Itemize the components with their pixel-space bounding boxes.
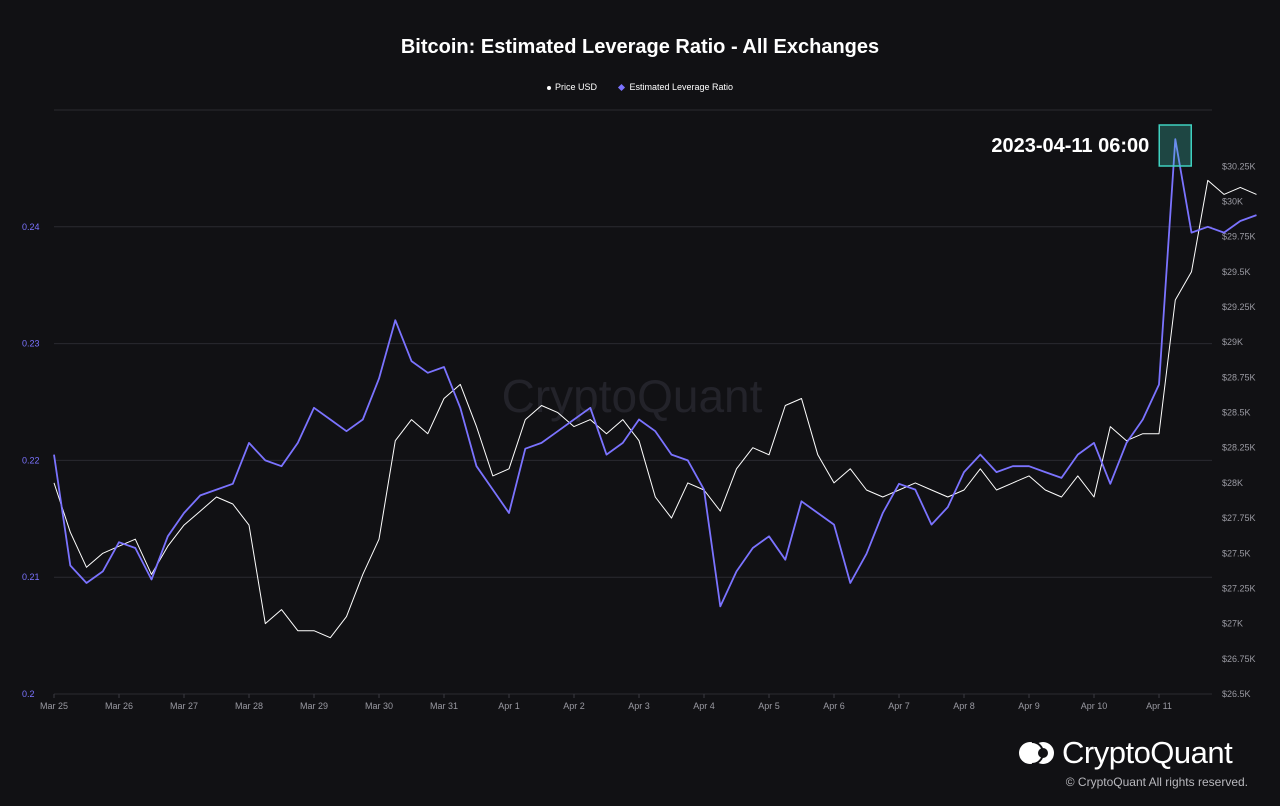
- x-tick-label: Apr 5: [758, 701, 780, 711]
- right-tick-label: $29.5K: [1222, 267, 1251, 277]
- leverage-ratio-line: [53, 138, 1257, 608]
- right-tick-label: $27.25K: [1222, 583, 1256, 593]
- legend[interactable]: Price USD Estimated Leverage Ratio: [0, 82, 1280, 92]
- x-tick-label: Mar 26: [105, 701, 133, 711]
- x-tick-label: Apr 1: [498, 701, 520, 711]
- legend-item-price[interactable]: Price USD: [546, 82, 597, 92]
- right-tick-label: $30.25K: [1222, 161, 1256, 171]
- legend-label-price: Price USD: [554, 82, 597, 92]
- brand-name: CryptoQuant: [1062, 735, 1233, 770]
- copyright-text: © CryptoQuant All rights reserved.: [1065, 775, 1248, 789]
- right-tick-label: $28.5K: [1222, 408, 1251, 418]
- chart-title: Bitcoin: Estimated Leverage Ratio - All …: [400, 36, 880, 58]
- left-tick-label: 0.24: [22, 222, 40, 232]
- x-tick-label: Apr 4: [693, 701, 715, 711]
- x-tick-label: Apr 11: [1146, 701, 1172, 711]
- x-tick-label: Apr 6: [823, 701, 845, 711]
- x-tick-label: Mar 30: [365, 701, 393, 711]
- right-tick-label: $27.75K: [1222, 513, 1256, 523]
- x-tick-label: Apr 10: [1081, 701, 1108, 711]
- x-tick-label: Apr 3: [628, 701, 650, 711]
- legend-dot-icon: [546, 85, 551, 90]
- x-tick-label: Mar 31: [430, 701, 458, 711]
- series-layer[interactable]: [53, 138, 1257, 639]
- annotation: 2023-04-11 06:00: [991, 124, 1192, 167]
- right-tick-label: $28.75K: [1222, 372, 1256, 382]
- left-axis: 0.2 0.21 0.22 0.23 0.24: [22, 222, 40, 699]
- right-tick-label: $29.25K: [1222, 302, 1256, 312]
- right-tick-label: $30K: [1222, 196, 1243, 206]
- x-tick-label: Mar 28: [235, 701, 263, 711]
- right-tick-label: $27.5K: [1222, 548, 1251, 558]
- right-tick-label: $27K: [1222, 619, 1243, 629]
- x-tick-label: Mar 25: [40, 701, 68, 711]
- cryptoquant-logo-icon: [1019, 741, 1054, 765]
- x-tick-label: Apr 7: [888, 701, 910, 711]
- right-axis: $26.5K $26.75K $27K $27.25K $27.5K $27.75K $28…: [1222, 161, 1256, 699]
- right-tick-label: $26.75K: [1222, 654, 1256, 664]
- x-tick-label: Mar 27: [170, 701, 198, 711]
- watermark: CryptoQuant: [502, 370, 763, 422]
- left-tick-label: 0.22: [22, 455, 40, 465]
- left-tick-label: 0.21: [22, 572, 40, 582]
- right-tick-label: $28.25K: [1222, 443, 1256, 453]
- right-tick-label: $28K: [1222, 478, 1243, 488]
- x-tick-label: Apr 9: [1018, 701, 1040, 711]
- right-tick-label: $29.75K: [1222, 232, 1256, 242]
- legend-item-leverage[interactable]: Estimated Leverage Ratio: [618, 82, 734, 92]
- x-tick-label: Apr 2: [563, 701, 585, 711]
- left-tick-label: 0.2: [22, 689, 35, 699]
- x-axis: Mar 25 Mar 26 Mar 27 Mar 28 Mar 29 Mar 30 Mar …: [40, 694, 1172, 711]
- grid-lines: [54, 109, 1212, 695]
- price-usd-line: [53, 179, 1257, 639]
- left-tick-label: 0.23: [22, 339, 40, 349]
- brand-logo: CryptoQuant: [1018, 734, 1233, 772]
- annotation-label: 2023-04-11 06:00: [991, 135, 1149, 157]
- x-tick-label: Apr 8: [953, 701, 975, 711]
- right-tick-label: $26.5K: [1222, 689, 1251, 699]
- right-tick-label: $29K: [1222, 337, 1243, 347]
- highlight-box: [1158, 124, 1192, 167]
- x-tick-label: Mar 29: [300, 701, 328, 711]
- legend-label-leverage: Estimated Leverage Ratio: [629, 82, 734, 92]
